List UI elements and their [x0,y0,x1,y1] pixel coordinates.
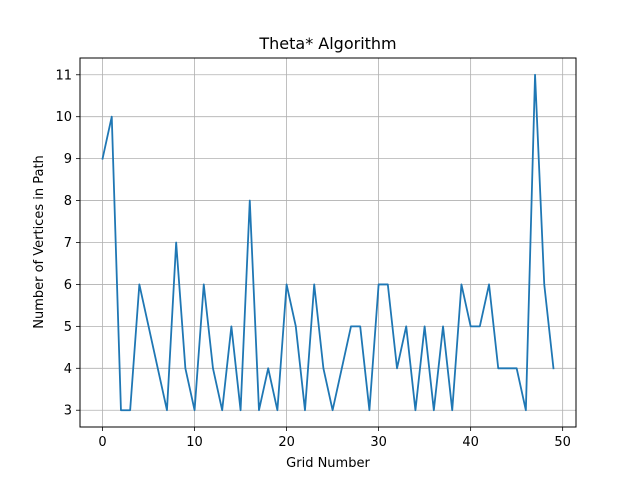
y-tick-label: 9 [64,152,72,167]
y-tick-label: 8 [64,194,72,209]
x-axis-ticks: 0 10 20 30 40 50 [98,427,571,450]
y-tick-label: 11 [55,68,72,83]
x-tick-label: 40 [462,435,479,450]
y-axis-ticks: 3 4 5 6 7 8 9 10 11 [55,68,80,419]
x-tick-label: 30 [370,435,387,450]
y-axis-label: Number of Vertices in Path [32,155,47,329]
x-tick-label: 0 [98,435,106,450]
y-tick-label: 6 [64,278,72,293]
x-tick-label: 20 [278,435,295,450]
y-tick-label: 4 [64,362,72,377]
series-line [101,73,555,412]
y-tick-label: 5 [64,320,72,335]
y-tick-label: 10 [55,110,72,125]
chart-title: Theta* Algorithm [258,34,396,53]
x-tick-label: 50 [554,435,571,450]
x-tick-label: 10 [186,435,203,450]
x-axis-label: Grid Number [286,456,370,471]
grid-lines [80,58,576,427]
series-group [101,73,555,412]
y-tick-label: 7 [64,236,72,251]
y-tick-label: 3 [64,404,72,419]
